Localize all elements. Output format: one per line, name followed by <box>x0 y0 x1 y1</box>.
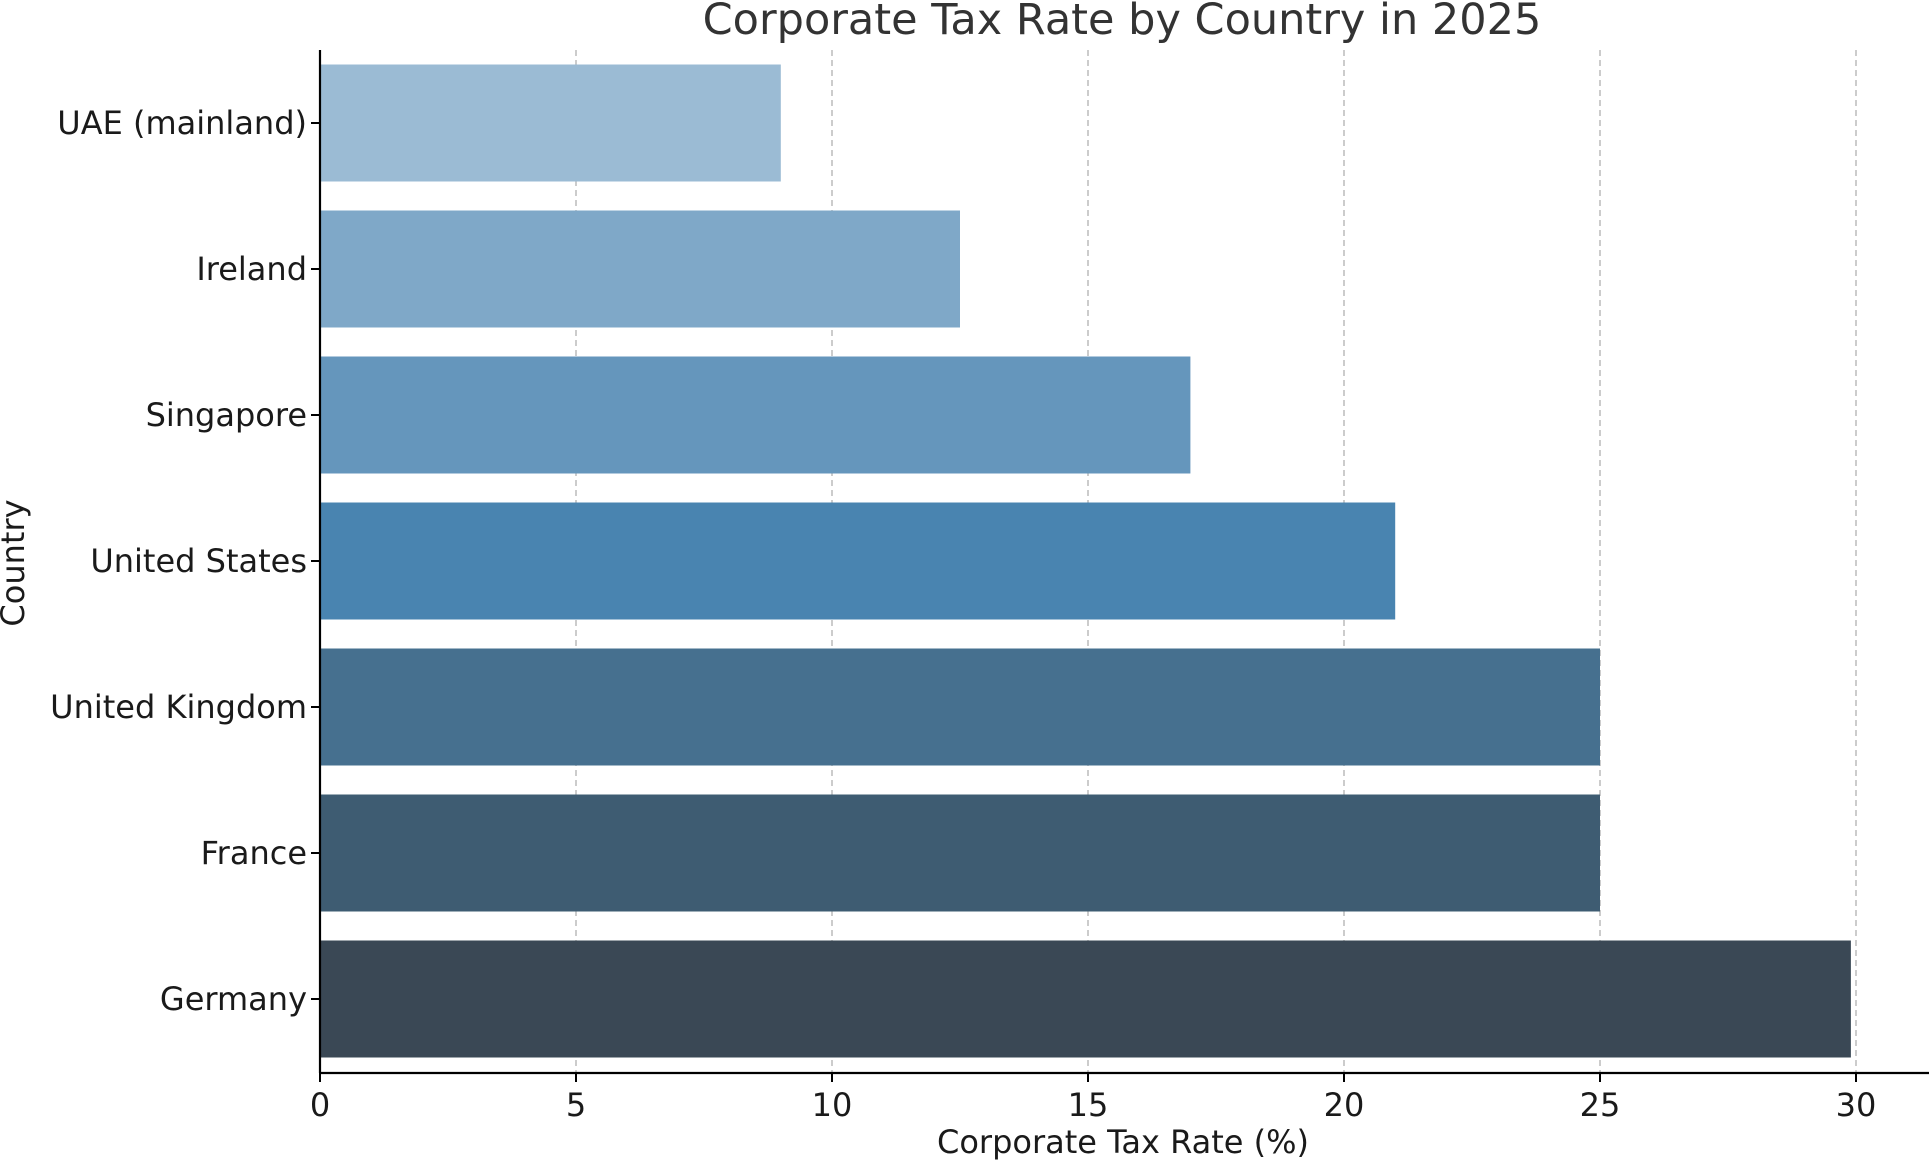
bar <box>320 648 1600 766</box>
y-category-label: United Kingdom <box>50 688 307 726</box>
y-category-label: Germany <box>160 980 307 1018</box>
bar <box>320 940 1851 1058</box>
x-tick-label: 0 <box>310 1086 330 1124</box>
y-category-label: UAE (mainland) <box>57 104 307 142</box>
bar <box>320 210 960 328</box>
bar <box>320 794 1600 912</box>
x-tick-label: 30 <box>1836 1086 1877 1124</box>
y-category-label: United States <box>90 542 307 580</box>
x-tick-label: 10 <box>812 1086 853 1124</box>
y-categories: UAE (mainland) Ireland Singapore United Sta… <box>50 104 320 1018</box>
x-tick-label: 20 <box>1324 1086 1365 1124</box>
bar <box>320 356 1191 474</box>
bars-group <box>320 64 1851 1058</box>
x-tick-label: 5 <box>566 1086 586 1124</box>
chart-title: Corporate Tax Rate by Country in 2025 <box>703 0 1542 45</box>
bar <box>320 64 781 182</box>
y-category-label: Singapore <box>146 396 307 434</box>
bar <box>320 502 1396 620</box>
y-category-label: Ireland <box>196 250 307 288</box>
x-tick-label: 25 <box>1580 1086 1621 1124</box>
x-axis-label: Corporate Tax Rate (%) <box>937 1123 1309 1160</box>
y-category-label: France <box>201 834 307 872</box>
x-ticks: 0 5 10 15 20 25 30 <box>310 1073 1877 1124</box>
x-tick-label: 15 <box>1068 1086 1109 1124</box>
y-axis-label: Country <box>0 499 32 626</box>
